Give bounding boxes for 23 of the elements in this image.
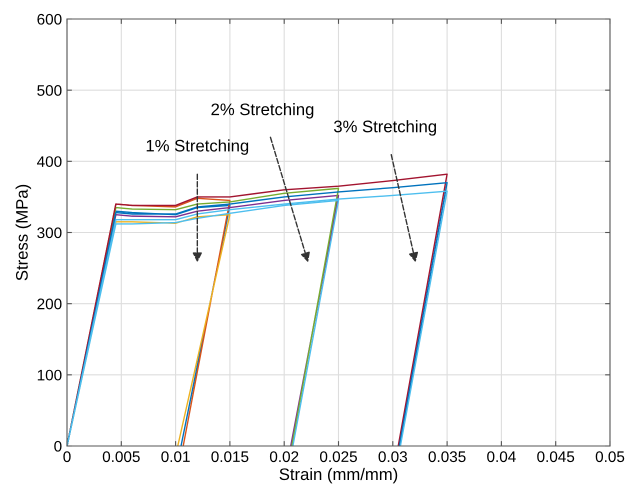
x-tick-label: 0.02 xyxy=(270,451,298,462)
x-tick-label: 0.025 xyxy=(320,451,357,462)
annotation: 3% Stretching xyxy=(334,120,436,136)
y-tick-label: 200 xyxy=(37,298,62,310)
y-tick-label: 0 xyxy=(54,440,62,452)
annotation: 2% Stretching xyxy=(211,103,314,119)
x-axis-title: Strain (mm/mm) xyxy=(280,468,398,484)
x-tick-label: 0.045 xyxy=(537,451,574,462)
x-tick-label: 0 xyxy=(63,451,71,462)
x-tick-label: 0.03 xyxy=(378,451,407,462)
x-tick-label: 0.015 xyxy=(211,451,248,462)
x-tick-label: 0.01 xyxy=(161,451,190,462)
x-tick-label: 0.005 xyxy=(102,451,140,462)
annotation: 1% Stretching xyxy=(146,139,248,155)
y-tick-label: 600 xyxy=(37,14,62,25)
y-tick-label: 300 xyxy=(37,227,62,238)
y-tick-label: 400 xyxy=(37,156,62,168)
x-tick-label: 0.04 xyxy=(487,451,516,462)
y-tick-label: 100 xyxy=(38,370,62,381)
y-tick-label: 500 xyxy=(37,85,62,96)
y-axis-title: Stress (MPa) xyxy=(16,184,32,280)
x-tick-label: 0.05 xyxy=(596,451,624,462)
x-tick-label: 0.035 xyxy=(428,451,466,462)
